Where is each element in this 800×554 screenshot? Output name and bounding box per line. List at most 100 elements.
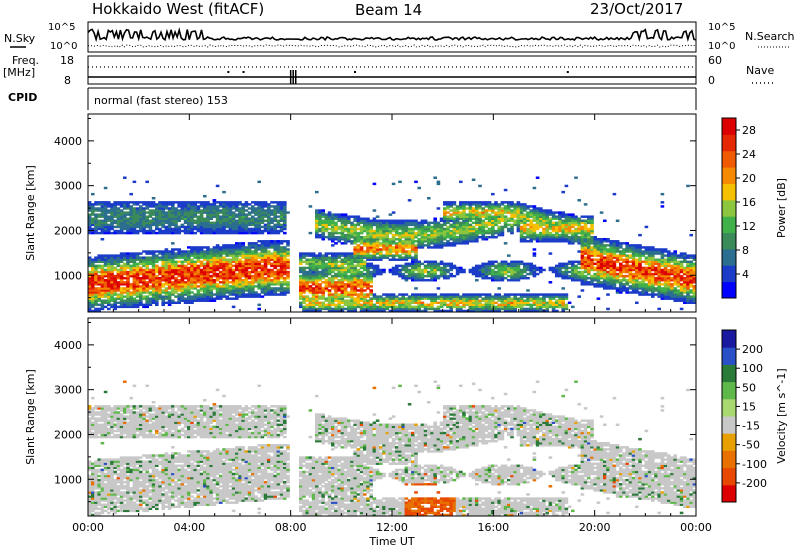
heatmap-cell bbox=[171, 270, 175, 274]
heatmap-cell bbox=[155, 258, 159, 261]
heatmap-cell bbox=[311, 254, 316, 257]
heatmap-cell bbox=[219, 291, 223, 294]
heatmap-cell bbox=[494, 211, 498, 214]
heatmap-cell bbox=[529, 266, 533, 270]
heatmap-cell bbox=[411, 233, 415, 237]
heatmap-cell bbox=[180, 272, 185, 276]
heatmap-cell bbox=[449, 213, 453, 216]
heatmap-cell bbox=[420, 225, 425, 229]
heatmap-cell bbox=[241, 270, 245, 274]
heatmap-cell bbox=[129, 225, 133, 229]
heatmap-cell bbox=[372, 270, 377, 274]
heatmap-cell bbox=[427, 233, 431, 237]
heatmap-cell bbox=[423, 260, 428, 264]
heatmap-cell bbox=[411, 305, 415, 309]
heatmap-cell bbox=[212, 207, 217, 210]
heatmap-cell bbox=[247, 256, 252, 259]
heatmap-cell bbox=[123, 266, 127, 270]
heatmap-cell bbox=[532, 235, 537, 239]
heatmap-cell bbox=[443, 244, 447, 247]
heatmap-cell bbox=[215, 276, 220, 280]
heatmap-cell bbox=[235, 244, 239, 247]
heatmap-cell bbox=[439, 227, 444, 231]
heatmap-cell bbox=[484, 201, 489, 204]
heatmap-cell bbox=[327, 233, 332, 237]
heatmap-cell bbox=[167, 211, 172, 214]
heatmap-cell bbox=[183, 215, 188, 218]
heatmap-cell bbox=[497, 268, 501, 272]
heatmap-cell bbox=[212, 252, 217, 255]
heatmap-cell bbox=[212, 281, 217, 284]
heatmap-cell bbox=[161, 207, 165, 210]
heatmap-cell bbox=[539, 215, 543, 218]
heatmap-cell bbox=[145, 252, 149, 255]
heatmap-cell bbox=[155, 295, 159, 298]
heatmap-cell bbox=[196, 270, 201, 274]
heatmap-cell bbox=[139, 272, 143, 276]
heatmap-cell bbox=[507, 227, 511, 231]
heatmap-cell bbox=[225, 225, 229, 229]
heatmap-cell bbox=[519, 215, 524, 218]
heatmap-cell bbox=[548, 209, 553, 212]
heatmap-cell bbox=[190, 246, 194, 249]
heatmap-cell bbox=[91, 309, 95, 313]
heatmap-cell bbox=[299, 270, 303, 274]
heatmap-cell bbox=[87, 307, 92, 311]
heatmap-cell bbox=[222, 276, 226, 280]
heatmap-cell bbox=[507, 307, 511, 311]
heatmap-cell bbox=[343, 276, 348, 280]
heatmap-cell bbox=[545, 211, 549, 214]
heatmap-cell bbox=[379, 223, 383, 227]
heatmap-cell bbox=[427, 297, 431, 300]
heatmap-cell bbox=[471, 295, 476, 298]
heatmap-cell bbox=[350, 262, 354, 266]
heatmap-cell bbox=[238, 268, 242, 272]
heatmap-cell bbox=[414, 254, 418, 257]
heatmap-cell bbox=[443, 262, 447, 266]
heatmap-cell bbox=[331, 227, 335, 231]
heatmap-cell bbox=[161, 264, 165, 268]
heatmap-cell bbox=[487, 260, 492, 264]
heatmap-cell bbox=[404, 268, 409, 272]
heatmap-cell bbox=[532, 219, 537, 223]
heatmap-cell bbox=[119, 217, 124, 220]
heatmap-cell bbox=[206, 205, 210, 208]
heatmap-cell bbox=[276, 264, 281, 268]
heatmap-cell bbox=[433, 299, 437, 302]
heatmap-cell bbox=[158, 205, 162, 208]
heatmap-cell bbox=[190, 229, 194, 233]
heatmap-cell bbox=[356, 283, 361, 286]
heatmap-cell bbox=[523, 205, 527, 208]
heatmap-cell bbox=[225, 213, 229, 216]
heatmap-cell bbox=[407, 297, 412, 300]
heatmap-cell bbox=[231, 205, 236, 208]
heatmap-cell bbox=[347, 279, 351, 282]
heatmap-cell bbox=[279, 229, 284, 233]
heatmap-cell bbox=[119, 223, 124, 227]
heatmap-cell bbox=[340, 235, 345, 239]
heatmap-cell bbox=[471, 203, 476, 206]
heatmap-cell bbox=[238, 274, 242, 278]
heatmap-cell bbox=[507, 262, 511, 266]
heatmap-cell bbox=[132, 231, 137, 235]
heatmap-cell bbox=[318, 254, 322, 257]
heatmap-cell bbox=[203, 262, 207, 266]
heatmap-cell bbox=[331, 297, 335, 300]
heatmap-cell bbox=[334, 266, 338, 270]
freq-dot bbox=[227, 71, 230, 73]
heatmap-cell bbox=[254, 248, 258, 251]
heatmap-cell bbox=[475, 295, 479, 298]
heatmap-cell bbox=[449, 215, 453, 218]
heatmap-cell bbox=[219, 262, 223, 266]
heatmap-cell bbox=[315, 272, 319, 276]
heatmap-cell bbox=[391, 233, 396, 237]
heatmap-cell bbox=[327, 217, 332, 220]
heatmap-cell bbox=[151, 291, 156, 294]
heatmap-cell bbox=[443, 309, 447, 313]
heatmap-cell bbox=[420, 229, 425, 233]
heatmap-cell bbox=[94, 301, 98, 305]
heatmap-cell bbox=[103, 217, 108, 220]
heatmap-cell bbox=[407, 235, 412, 239]
heatmap-cell bbox=[94, 266, 98, 270]
